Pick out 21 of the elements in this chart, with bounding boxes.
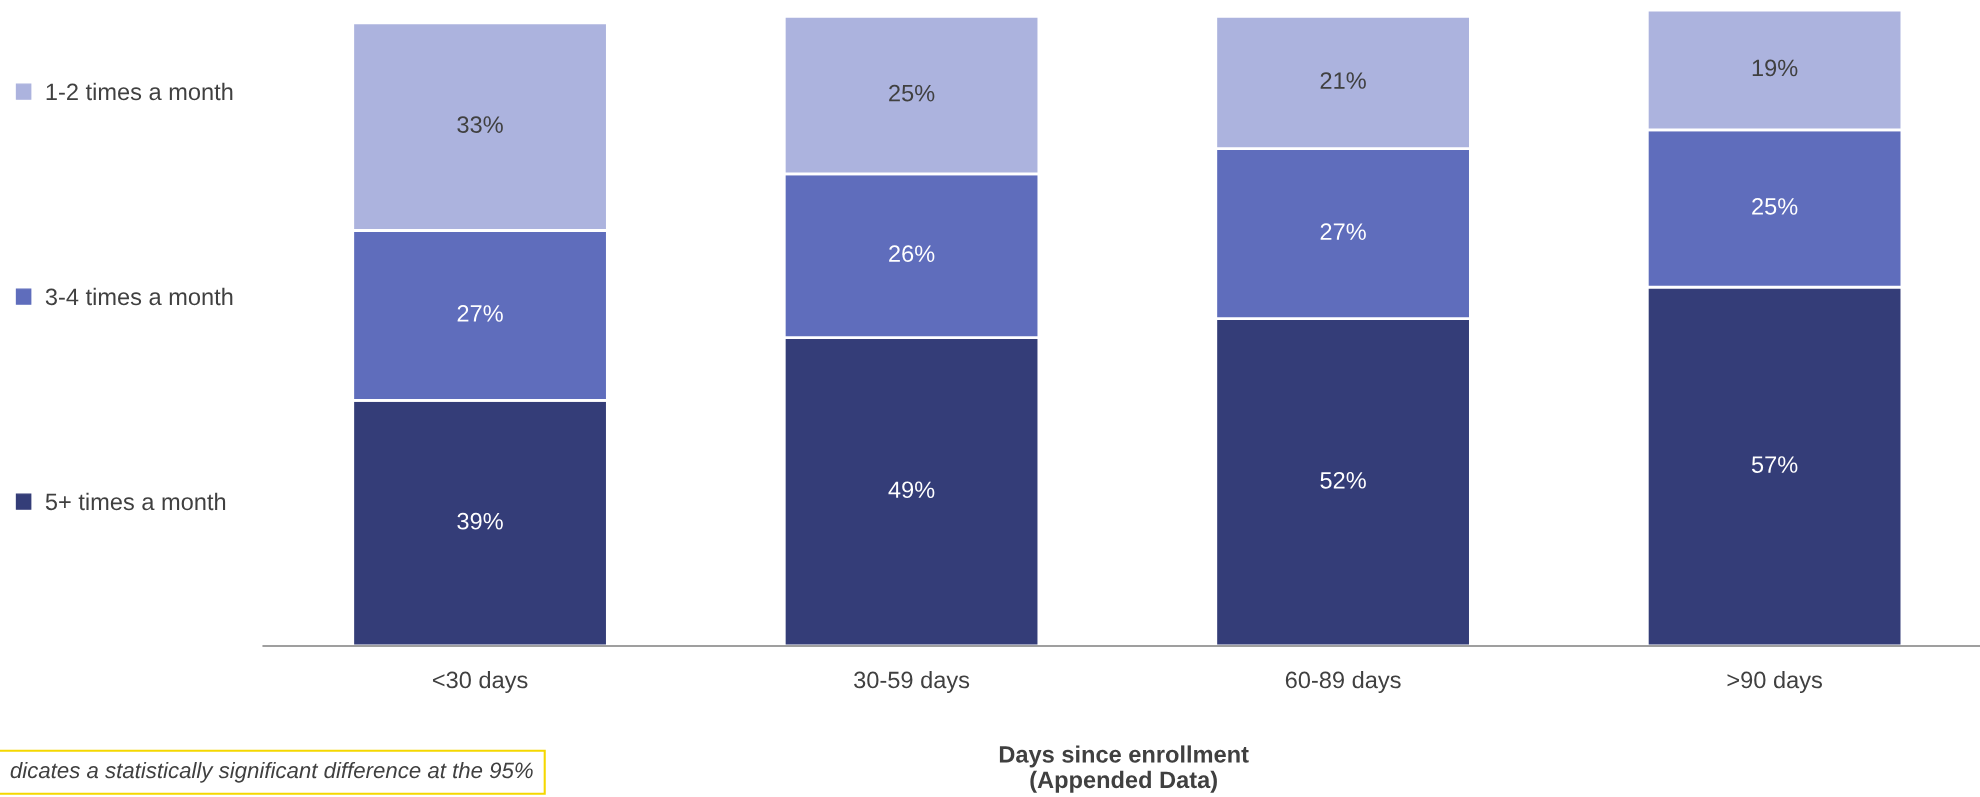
data-label: 27% bbox=[457, 305, 503, 322]
data-label: 27% bbox=[1320, 223, 1366, 240]
data-label: 39% bbox=[457, 512, 503, 530]
data-label: 25% bbox=[1752, 198, 1798, 215]
x-tick-label: <30 days bbox=[432, 671, 528, 694]
legend-label: 5+ times a month bbox=[45, 492, 226, 511]
legend-label: 3-4 times a month bbox=[45, 287, 233, 306]
data-label: 52% bbox=[1320, 471, 1366, 489]
data-label: 19% bbox=[1752, 59, 1798, 77]
x-axis-title: Days since enrollment (Appended Data) bbox=[999, 745, 1249, 793]
data-label: 26% bbox=[889, 245, 935, 263]
x-tick-label: 60-89 days bbox=[1285, 671, 1401, 694]
x-tick-label: >90 days bbox=[1727, 671, 1822, 694]
text: dicates a statistically significant difference at the 95% bbox=[10, 761, 533, 783]
data-label: 25% bbox=[889, 84, 935, 102]
data-label: 57% bbox=[1751, 456, 1798, 473]
legend-label: 1-2 times a month bbox=[46, 82, 233, 101]
data-label: 33% bbox=[457, 116, 503, 133]
x-tick-label: 30-59 days bbox=[854, 671, 970, 694]
data-label: 49% bbox=[888, 481, 935, 499]
data-label: 21% bbox=[1320, 72, 1366, 89]
